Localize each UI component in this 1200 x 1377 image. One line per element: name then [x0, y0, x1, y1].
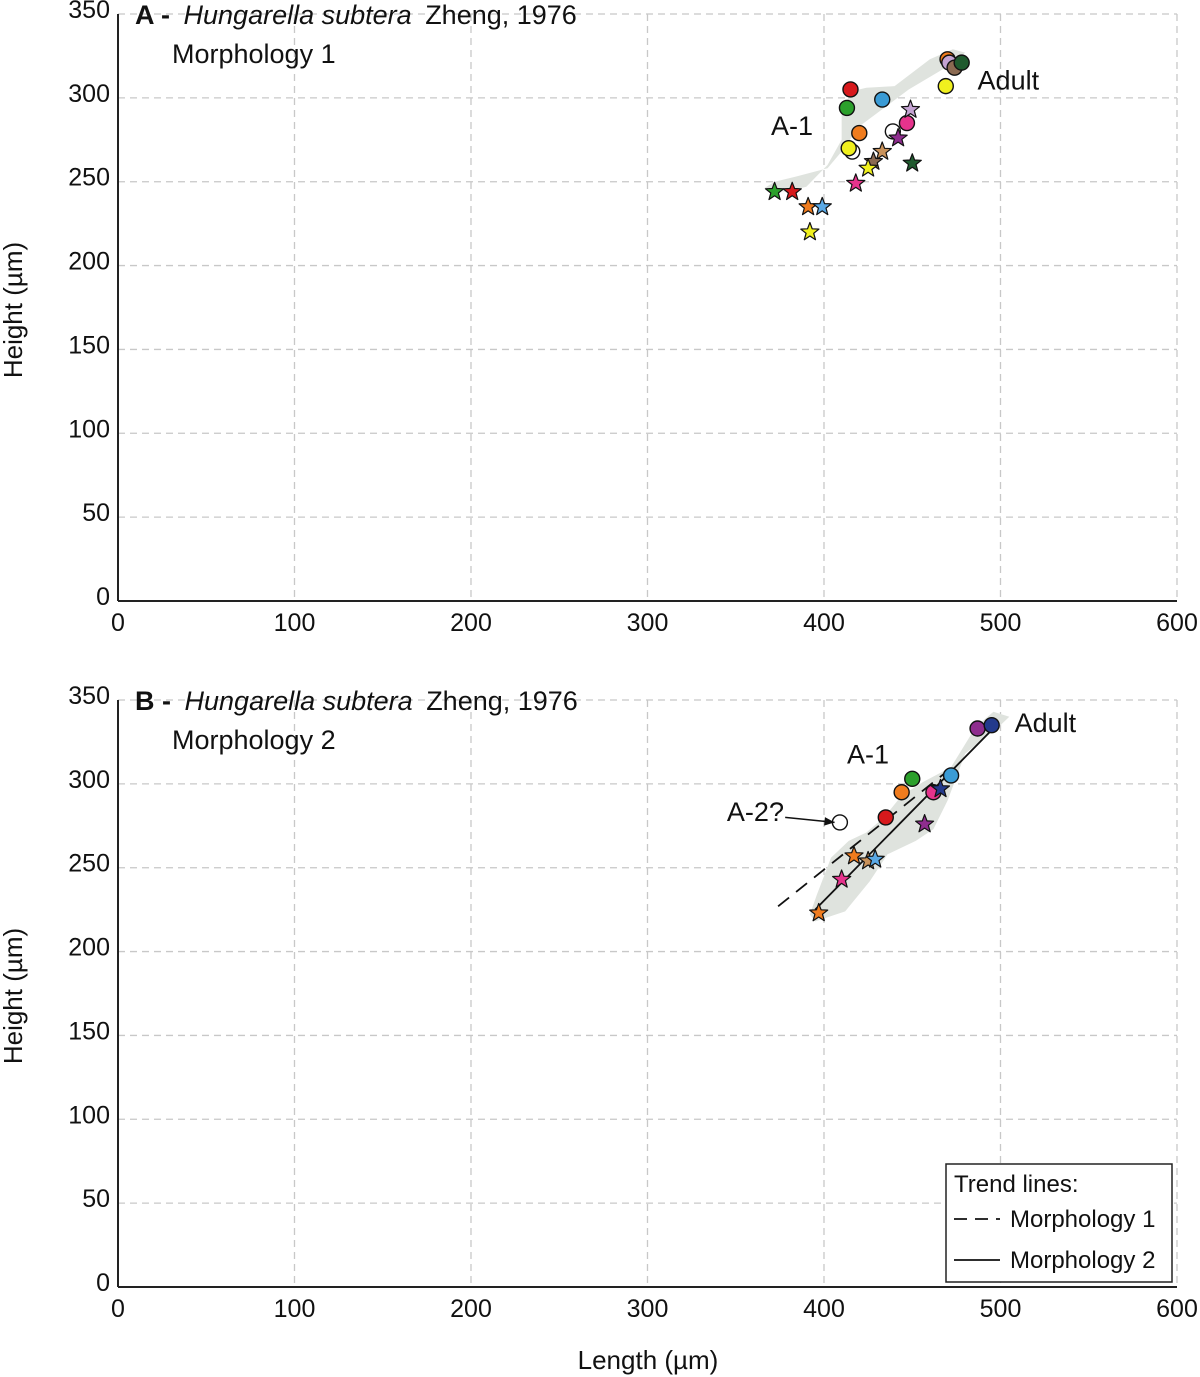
data-point-circle-green: [904, 770, 921, 788]
data-point-star-lilac: [900, 99, 921, 118]
panel-b-subtitle: Morphology 2: [172, 725, 336, 755]
y-tick-label: 300: [68, 766, 110, 794]
y-tick-label: 350: [68, 682, 110, 710]
data-point-circle-purple: [969, 720, 986, 737]
panel-b-xlabel: Length (µm): [578, 1345, 719, 1375]
x-tick-label: 400: [803, 1295, 845, 1323]
annotation-a-1: A-1: [771, 111, 813, 141]
data-point-star-orange: [798, 196, 818, 216]
data-point-circle-magenta: [898, 114, 916, 132]
data-point-circle-navy: [983, 716, 1000, 734]
y-tick-label: 200: [68, 934, 110, 962]
x-tick-label: 100: [274, 1295, 316, 1323]
y-tick-label: 150: [68, 1017, 110, 1045]
data-point-star-yellow: [800, 221, 820, 241]
legend-entry-morphology-1: Morphology 1: [1010, 1206, 1155, 1233]
data-point-circle-green: [838, 99, 856, 117]
x-tick-label: 500: [980, 609, 1022, 637]
data-point-star-tan: [872, 141, 892, 160]
x-tick-label: 600: [1156, 1295, 1198, 1323]
panel-a-title: A - Hungarella subtera Zheng, 1976: [135, 0, 577, 30]
trendline-morphology-1: [777, 773, 945, 907]
x-tick-label: 0: [111, 1295, 125, 1323]
panel-a-subtitle: Morphology 1: [172, 39, 336, 69]
data-point-star-navy: [930, 778, 951, 798]
data-point-circle-white: [831, 814, 849, 831]
data-point-star-purple: [915, 814, 935, 833]
trend-legend: Trend lines: Morphology 1 Morphology 2: [945, 1163, 1173, 1283]
x-tick-label: 200: [450, 609, 492, 637]
panel-b: 0 100 200 300 400 500 600 0 50 100 150 200 250 300 350…: [0, 682, 1198, 1375]
panel-b-title: B - Hungarella subtera Zheng, 1976: [135, 686, 578, 716]
panel-a: 0 100 200 300 400 500 600 0 50 100 150 200 250 300 350…: [0, 0, 1198, 637]
y-tick-label: 100: [68, 415, 110, 443]
y-tick-label: 350: [68, 0, 110, 24]
data-point-star-green: [764, 181, 785, 201]
data-point-circle-red: [877, 809, 894, 826]
y-tick-label: 0: [96, 583, 110, 611]
x-tick-label: 100: [274, 609, 316, 637]
legend-box: [945, 1163, 1173, 1283]
annotation-adult: Adult: [1015, 708, 1077, 738]
x-tick-label: 600: [1156, 609, 1198, 637]
data-point-circle-blue: [874, 91, 891, 108]
y-tick-label: 100: [68, 1101, 110, 1129]
data-point-star-orange: [809, 902, 829, 922]
x-tick-label: 200: [450, 1295, 492, 1323]
data-point-circle-darkgreen: [953, 54, 970, 71]
data-point-circle-orange: [893, 784, 910, 801]
data-point-star-purple: [888, 128, 908, 147]
x-tick-label: 500: [980, 1295, 1022, 1323]
cluster-hull: [809, 711, 1010, 922]
x-tick-label: 300: [627, 609, 669, 637]
data-point-star-sky: [812, 196, 832, 216]
data-point-star-magenta: [846, 173, 866, 192]
y-tick-label: 300: [68, 80, 110, 108]
callout-arrow-head: [824, 817, 835, 826]
cluster-hull: [763, 49, 966, 192]
annotation-adult: Adult: [978, 65, 1040, 95]
y-tick-label: 150: [68, 331, 110, 359]
panel-a-ylabel: Height (µm): [0, 242, 28, 378]
data-point-circle-yellow: [937, 77, 954, 95]
y-tick-label: 250: [68, 850, 110, 878]
y-tick-label: 50: [82, 499, 110, 527]
data-point-circle-yellow: [840, 139, 857, 157]
data-point-star-darkgreen: [902, 153, 922, 172]
data-point-circle-blue: [942, 767, 960, 784]
data-point-circle-orange: [851, 124, 868, 142]
y-tick-label: 0: [96, 1269, 110, 1297]
data-point-circle-red: [842, 81, 859, 98]
panel-b-ylabel: Height (µm): [0, 928, 28, 1064]
x-tick-label: 400: [803, 609, 845, 637]
data-point-star-sky: [865, 849, 885, 868]
x-tick-label: 300: [627, 1295, 669, 1323]
x-tick-label: 0: [111, 609, 125, 637]
data-point-star-magenta: [832, 869, 852, 888]
data-point-star-yellow: [858, 158, 878, 177]
y-tick-label: 50: [82, 1185, 110, 1213]
annotation-a-2: A-2?: [727, 797, 784, 827]
data-point-star-orange: [844, 845, 864, 865]
annotation-a-1: A-1: [847, 740, 889, 770]
legend-entry-morphology-2: Morphology 2: [1010, 1247, 1155, 1274]
y-tick-label: 250: [68, 164, 110, 192]
data-point-star-red: [782, 181, 802, 201]
legend-title: Trend lines:: [954, 1171, 1079, 1198]
y-tick-label: 200: [68, 248, 110, 276]
